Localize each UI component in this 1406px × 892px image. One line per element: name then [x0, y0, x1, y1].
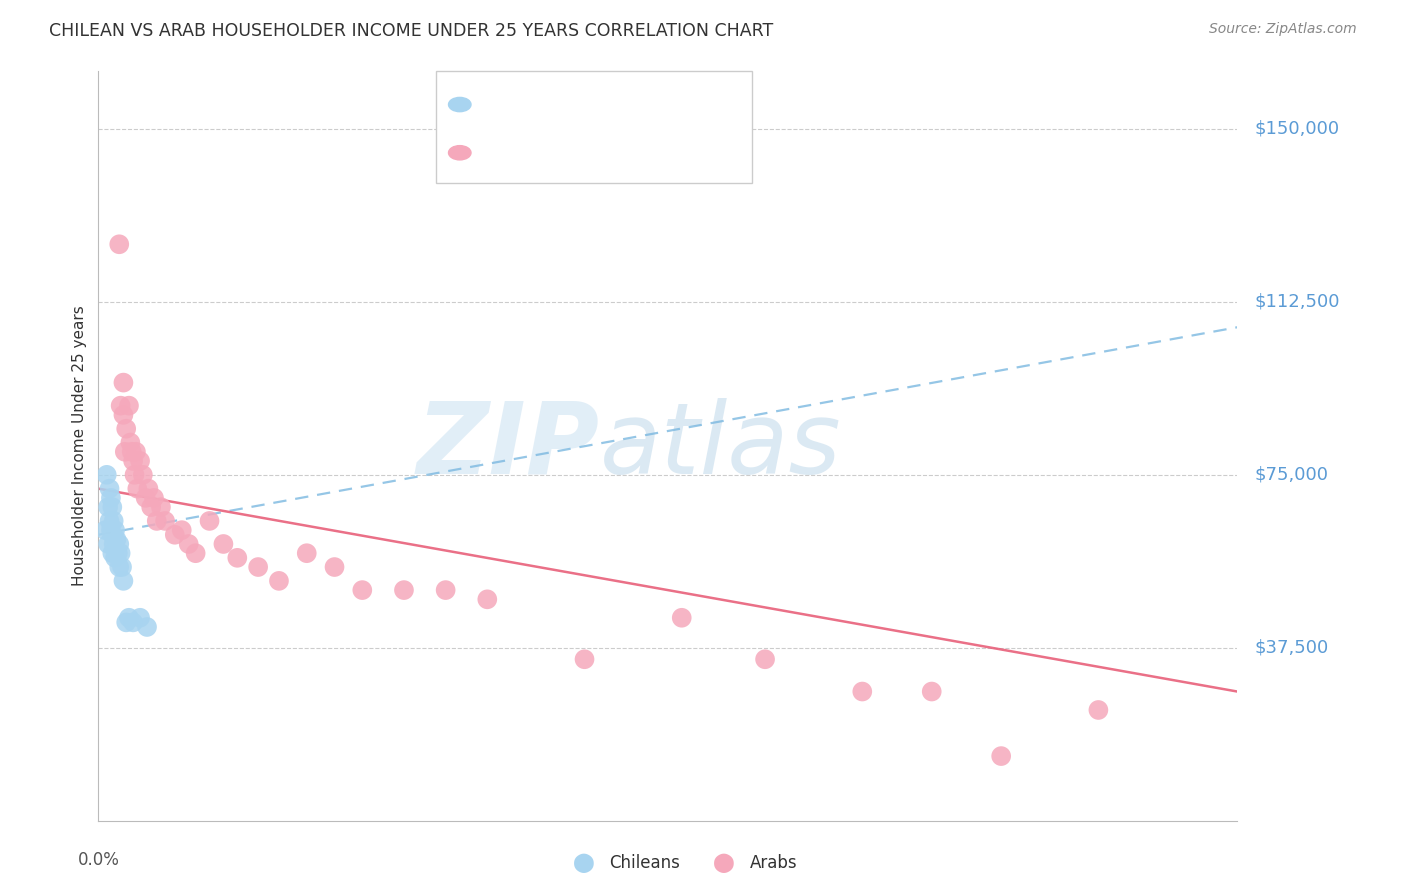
- Point: [120, 435, 142, 450]
- Point: [754, 652, 776, 666]
- Text: ZIP: ZIP: [416, 398, 599, 494]
- Point: [104, 550, 127, 565]
- Text: N =: N =: [605, 144, 644, 161]
- Text: -0.354: -0.354: [538, 144, 603, 161]
- Point: [323, 560, 346, 574]
- Point: [107, 546, 129, 560]
- Point: [136, 620, 159, 634]
- Point: [671, 611, 693, 625]
- Text: $75,000: $75,000: [1254, 466, 1329, 483]
- Point: [198, 514, 221, 528]
- Point: [392, 583, 415, 598]
- Point: [101, 500, 124, 514]
- Point: [101, 528, 124, 542]
- Point: [112, 574, 135, 588]
- Text: Chileans: Chileans: [609, 855, 679, 872]
- Point: [921, 684, 943, 698]
- Text: ⬤: ⬤: [713, 854, 735, 873]
- Point: [851, 684, 873, 698]
- Point: [103, 537, 125, 551]
- Point: [163, 528, 186, 542]
- Point: [112, 376, 135, 390]
- Point: [108, 560, 131, 574]
- Text: $37,500: $37,500: [1254, 639, 1329, 657]
- Text: 27: 27: [651, 95, 676, 113]
- Point: [145, 514, 167, 528]
- Point: [132, 467, 155, 482]
- Point: [94, 523, 117, 537]
- Point: [990, 749, 1012, 764]
- Point: [574, 652, 596, 666]
- Point: [1087, 703, 1109, 717]
- Point: [184, 546, 207, 560]
- Point: [108, 237, 131, 252]
- Point: [141, 500, 163, 514]
- Point: [97, 537, 120, 551]
- Point: [121, 444, 143, 458]
- Point: [153, 514, 176, 528]
- Point: [143, 491, 166, 505]
- Text: $112,500: $112,500: [1254, 293, 1340, 311]
- Point: [226, 550, 249, 565]
- Point: [212, 537, 235, 551]
- Point: [138, 482, 160, 496]
- Point: [129, 611, 152, 625]
- Point: [118, 399, 141, 413]
- Point: [110, 399, 132, 413]
- Point: [170, 523, 193, 537]
- Text: N =: N =: [605, 95, 644, 113]
- Point: [114, 444, 136, 458]
- Text: ⬤: ⬤: [572, 854, 595, 873]
- Point: [110, 546, 132, 560]
- Point: [103, 514, 125, 528]
- Point: [477, 592, 499, 607]
- Point: [112, 408, 135, 422]
- Text: CHILEAN VS ARAB HOUSEHOLDER INCOME UNDER 25 YEARS CORRELATION CHART: CHILEAN VS ARAB HOUSEHOLDER INCOME UNDER…: [49, 22, 773, 40]
- Text: R =: R =: [485, 95, 524, 113]
- Point: [295, 546, 318, 560]
- Point: [97, 500, 120, 514]
- Point: [267, 574, 290, 588]
- Point: [124, 467, 146, 482]
- Point: [118, 611, 141, 625]
- Text: 44: 44: [651, 144, 676, 161]
- Text: Arabs: Arabs: [749, 855, 797, 872]
- Point: [122, 454, 145, 468]
- Point: [135, 491, 157, 505]
- Point: [177, 537, 200, 551]
- Point: [115, 615, 138, 630]
- Text: Source: ZipAtlas.com: Source: ZipAtlas.com: [1209, 22, 1357, 37]
- Point: [122, 615, 145, 630]
- Point: [149, 500, 172, 514]
- Point: [247, 560, 270, 574]
- Text: 0.0%: 0.0%: [77, 851, 120, 869]
- Point: [352, 583, 374, 598]
- Point: [115, 422, 138, 436]
- Point: [111, 560, 134, 574]
- Text: $150,000: $150,000: [1254, 120, 1340, 138]
- Point: [100, 523, 122, 537]
- Point: [434, 583, 457, 598]
- Point: [100, 491, 122, 505]
- Point: [105, 533, 128, 547]
- Y-axis label: Householder Income Under 25 years: Householder Income Under 25 years: [72, 306, 87, 586]
- Point: [104, 523, 127, 537]
- Point: [127, 482, 149, 496]
- Point: [98, 482, 121, 496]
- Text: 0.061: 0.061: [538, 95, 595, 113]
- Text: atlas: atlas: [599, 398, 841, 494]
- Point: [98, 514, 121, 528]
- Point: [108, 537, 131, 551]
- Point: [101, 546, 124, 560]
- Point: [129, 454, 152, 468]
- Point: [125, 444, 148, 458]
- Point: [96, 467, 118, 482]
- Text: R =: R =: [485, 144, 524, 161]
